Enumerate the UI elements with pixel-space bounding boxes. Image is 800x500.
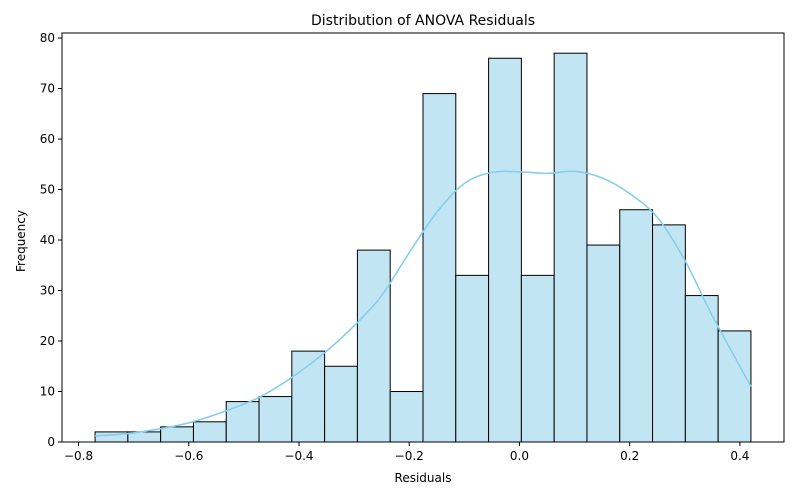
y-axis-label: Frequency (14, 210, 28, 272)
bars-layer (94, 52, 752, 443)
histogram-bar (258, 396, 293, 443)
histogram-bar (389, 391, 424, 443)
x-axis-ticks: −0.8 −0.6 −0.4 −0.2 0.0 0.2 0.4 (64, 442, 749, 463)
histogram-bar (160, 426, 194, 443)
y-tick-label: 50 (40, 183, 55, 197)
y-tick-label: 70 (40, 82, 55, 96)
y-tick-label: 20 (40, 334, 55, 348)
x-tick-label: −0.4 (284, 449, 313, 463)
chart-title: Distribution of ANOVA Residuals (311, 13, 535, 29)
histogram-bar (717, 330, 752, 443)
y-tick-label: 60 (40, 132, 55, 146)
histogram-bar (455, 274, 490, 443)
histogram-bar (324, 365, 358, 443)
x-axis-label: Residuals (395, 471, 452, 485)
histogram-bar (619, 209, 654, 443)
y-tick-label: 10 (40, 385, 55, 399)
y-axis-ticks: 0 10 20 30 40 50 60 70 80 (40, 31, 62, 449)
histogram-bar (652, 224, 686, 443)
x-tick-label: −0.2 (395, 449, 424, 463)
histogram-bar (586, 244, 621, 443)
histogram-bar (422, 93, 457, 443)
y-tick-label: 30 (40, 284, 55, 298)
histogram-bar (488, 57, 522, 443)
x-tick-label: 0.2 (620, 449, 639, 463)
plot-frame (61, 32, 785, 443)
histogram-bar (192, 421, 227, 443)
x-tick-label: 0.4 (730, 449, 749, 463)
histogram-bar (520, 274, 555, 443)
x-tick-label: 0.0 (510, 449, 529, 463)
kde-curve (95, 170, 752, 437)
histogram-bar (553, 52, 588, 443)
x-tick-label: −0.6 (174, 449, 203, 463)
histogram-bar (356, 249, 391, 443)
kde-layer (95, 170, 752, 437)
histogram-bar (225, 401, 260, 443)
y-tick-label: 0 (47, 435, 55, 449)
axes-layer (61, 32, 785, 443)
y-tick-label: 80 (40, 31, 55, 45)
x-tick-label: −0.8 (64, 449, 93, 463)
y-tick-label: 40 (40, 233, 55, 247)
